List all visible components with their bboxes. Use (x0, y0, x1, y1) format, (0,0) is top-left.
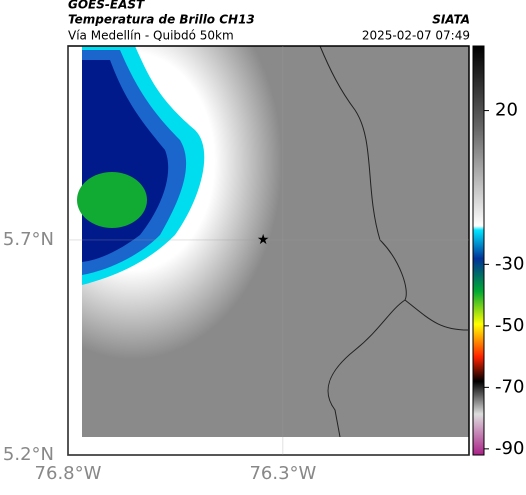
subtitle: Temperatura de Brillo CH13 (68, 13, 255, 27)
colorbar-tick-label: 20 (495, 100, 518, 121)
colorbar-tick-label: -90 (495, 438, 524, 459)
route: Vía Medellín - Quibdó 50km (68, 29, 234, 43)
source: SIATA (432, 13, 470, 27)
x-tick-label: 76.8°W (35, 463, 102, 484)
colorbar-tick-label: -30 (495, 253, 524, 274)
location-marker: ★ (257, 232, 270, 248)
x-tick-label: 76.3°W (249, 463, 316, 484)
colorbar-tick-label: -50 (495, 315, 524, 336)
map-image (68, 45, 469, 455)
y-tick-label: 5.2°N (3, 444, 54, 465)
colorbar-tick-label: -70 (495, 376, 524, 397)
colorbar (472, 45, 485, 456)
title: GOES-EAST (68, 0, 145, 12)
y-tick-label: 5.7°N (3, 229, 54, 250)
datetime: 2025-02-07 07:49 (362, 29, 470, 43)
